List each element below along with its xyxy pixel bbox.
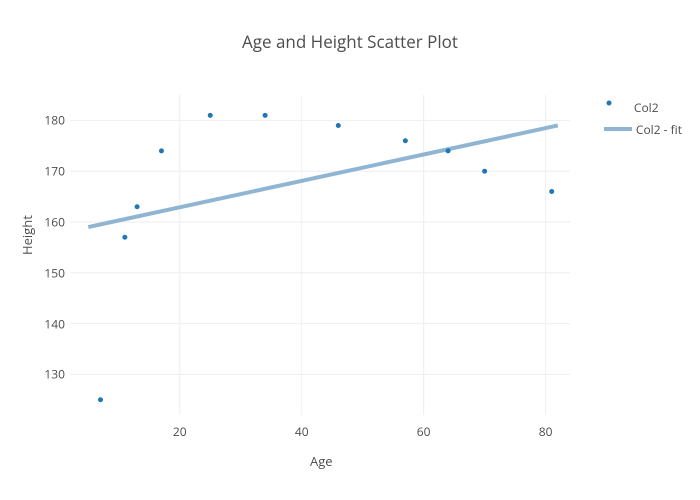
scatter-point[interactable]	[208, 113, 213, 118]
x-tick-label: 60	[417, 423, 431, 440]
plot-area: 13014015016017018020406080	[70, 95, 570, 415]
legend-item-fit[interactable]: Col2 - fit	[604, 120, 682, 138]
y-tick-label: 150	[44, 264, 65, 281]
y-tick-label: 130	[44, 366, 65, 383]
y-tick-label: 140	[44, 315, 65, 332]
legend: Col2 Col2 - fit	[604, 98, 682, 142]
scatter-point[interactable]	[482, 169, 487, 174]
x-tick-label: 80	[539, 423, 553, 440]
y-tick-label: 160	[44, 213, 65, 230]
x-axis-label: Age	[310, 452, 333, 470]
x-tick-label: 20	[173, 423, 187, 440]
scatter-point[interactable]	[122, 235, 127, 240]
legend-label-fit: Col2 - fit	[636, 121, 682, 138]
legend-item-scatter[interactable]: Col2	[604, 98, 682, 116]
y-tick-label: 180	[44, 112, 65, 129]
scatter-point[interactable]	[403, 138, 408, 143]
scatter-point[interactable]	[159, 148, 164, 153]
chart-title: Age and Height Scatter Plot	[0, 30, 700, 53]
scatter-point[interactable]	[263, 113, 268, 118]
scatter-point[interactable]	[98, 397, 103, 402]
chart-container: Age and Height Scatter Plot Height Age 1…	[0, 0, 700, 500]
scatter-point[interactable]	[446, 148, 451, 153]
scatter-point[interactable]	[336, 123, 341, 128]
plot-svg	[70, 95, 570, 415]
fit-line	[88, 125, 558, 227]
y-axis-label: Height	[18, 215, 36, 255]
scatter-point[interactable]	[135, 204, 140, 209]
scatter-point[interactable]	[549, 189, 554, 194]
legend-line-icon	[604, 127, 632, 131]
legend-label-scatter: Col2	[634, 99, 659, 116]
y-tick-label: 170	[44, 163, 65, 180]
x-tick-label: 40	[295, 423, 309, 440]
